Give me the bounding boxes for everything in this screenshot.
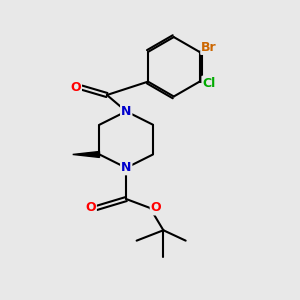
Text: O: O	[70, 81, 81, 94]
Text: Br: Br	[201, 41, 217, 54]
Polygon shape	[73, 152, 100, 158]
Text: Cl: Cl	[202, 76, 216, 90]
Text: N: N	[121, 105, 131, 118]
Text: O: O	[151, 202, 161, 214]
Text: O: O	[85, 202, 96, 214]
Text: N: N	[121, 161, 131, 174]
